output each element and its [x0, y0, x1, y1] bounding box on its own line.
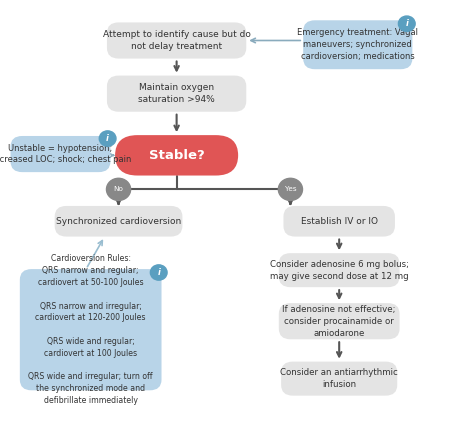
FancyBboxPatch shape [107, 23, 246, 59]
Text: Yes: Yes [284, 186, 296, 192]
Text: Stable?: Stable? [149, 149, 204, 162]
Text: Unstable = hypotension;
decreased LOC; shock; chest pain: Unstable = hypotension; decreased LOC; s… [0, 144, 132, 164]
FancyBboxPatch shape [10, 136, 110, 172]
FancyBboxPatch shape [55, 206, 182, 237]
FancyBboxPatch shape [303, 20, 412, 69]
Text: i: i [405, 19, 408, 28]
Circle shape [278, 178, 302, 201]
Circle shape [399, 16, 415, 31]
Text: Cardioversion Rules:
QRS narrow and regular;
cardiovert at 50-100 Joules

QRS na: Cardioversion Rules: QRS narrow and regu… [28, 254, 153, 405]
FancyBboxPatch shape [281, 362, 397, 396]
Text: Consider an antiarrhythmic
infusion: Consider an antiarrhythmic infusion [280, 368, 398, 389]
Text: Emergency treatment: Vagal
maneuvers; synchronized
cardioversion; medications: Emergency treatment: Vagal maneuvers; sy… [297, 29, 418, 61]
Text: Consider adenosine 6 mg bolus;
may give second dose at 12 mg: Consider adenosine 6 mg bolus; may give … [270, 260, 409, 280]
Circle shape [107, 178, 131, 201]
Text: If adenosine not effective;
consider procainamide or
amiodarone: If adenosine not effective; consider pro… [283, 305, 396, 338]
Text: i: i [157, 268, 160, 277]
FancyBboxPatch shape [20, 269, 162, 390]
FancyBboxPatch shape [115, 135, 238, 175]
Circle shape [150, 265, 167, 280]
Text: Maintain oxygen
saturation >94%: Maintain oxygen saturation >94% [138, 83, 215, 104]
FancyBboxPatch shape [283, 206, 395, 237]
FancyBboxPatch shape [279, 303, 400, 339]
Text: i: i [106, 134, 109, 143]
Text: Synchronized cardioversion: Synchronized cardioversion [56, 217, 181, 226]
Text: Establish IV or IO: Establish IV or IO [301, 217, 378, 226]
Text: No: No [114, 186, 124, 192]
FancyBboxPatch shape [107, 76, 246, 112]
Circle shape [99, 131, 116, 146]
FancyBboxPatch shape [279, 253, 400, 287]
Text: Attempt to identify cause but do
not delay treatment: Attempt to identify cause but do not del… [103, 30, 251, 51]
